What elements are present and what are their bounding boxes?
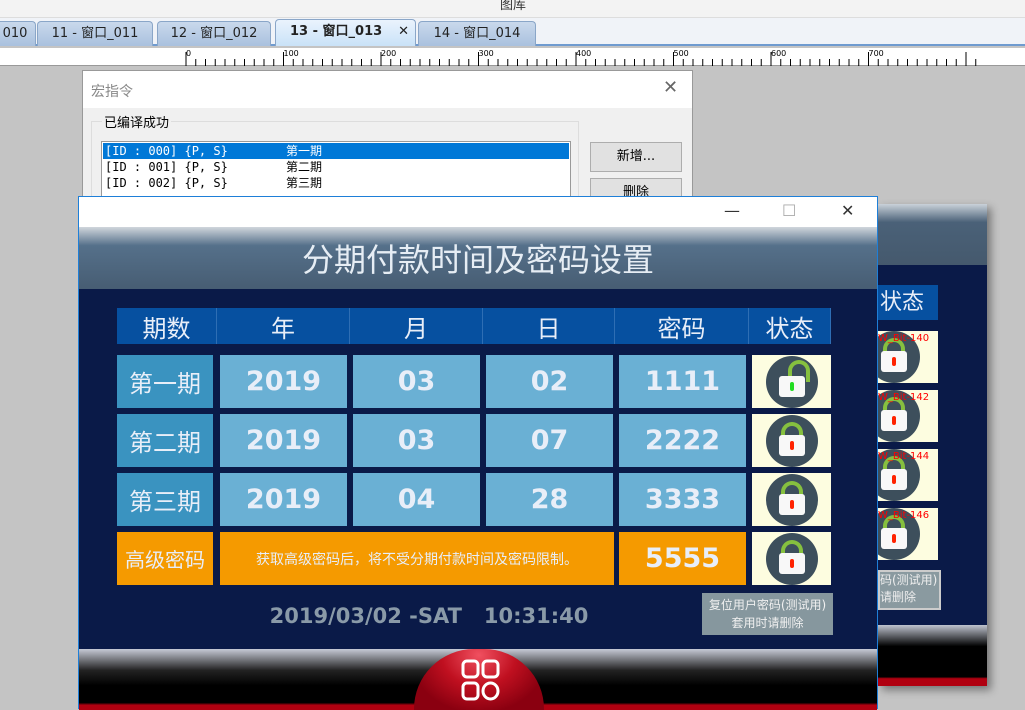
password-cell[interactable]: 3333 [619,473,746,526]
bit-label: W_Bit-144 [878,451,930,462]
reset-line: 套用时请删除 [731,616,804,630]
advanced-note: 获取高级密码后，将不受分期付款时间及密码限制。 [220,532,614,585]
macro-item[interactable]: [ID : 001] {P, S} 第二期 [103,159,569,175]
locked-icon [765,532,818,585]
column-header: 年 [217,308,350,344]
column-header: 月 [350,308,483,344]
macro-name: 第二期 [286,160,323,174]
macro-name: 第三期 [286,176,323,190]
period-label: 第二期 [117,414,213,467]
locked-icon [878,508,920,560]
macro-id: [ID : 000] {P, S} [105,144,228,158]
gallery-label: 图库 [500,0,527,13]
day-cell[interactable]: 07 [486,414,613,467]
status-cell[interactable] [752,414,831,467]
locked-icon [765,414,818,467]
reset-password-button[interactable]: 复位用户密码(测试用) 套用时请删除 [702,593,833,635]
window-title-bar: — ☐ ✕ [79,197,877,227]
day-cell[interactable]: 28 [486,473,613,526]
ruler-label: 600 [771,49,787,58]
column-header: 状态 [749,308,831,344]
tab-010[interactable]: 010 [0,21,36,46]
ruler-label: 300 [478,49,494,58]
back-status-cell[interactable]: W_Bit-146 [878,508,938,560]
password-cell[interactable]: 1111 [619,355,746,408]
add-button[interactable]: 新增... [590,142,682,172]
macro-title-bar [83,71,692,108]
close-tab-icon[interactable]: ✕ [398,24,409,39]
locked-icon [765,473,818,526]
close-icon[interactable]: ✕ [841,201,855,220]
macro-id: [ID : 002] {P, S} [105,176,228,190]
top-toolbar: 图库 [0,0,1025,18]
column-header: 密码 [615,308,749,344]
status-cell[interactable] [752,355,831,408]
back-status-cell[interactable]: W_Bit-140 [878,331,938,383]
year-cell[interactable]: 2019 [220,414,347,467]
month-cell[interactable]: 03 [353,355,480,408]
back-reset-button[interactable]: 码(测试用) 请删除 [878,570,941,610]
tab-012[interactable]: 12 - 窗口_012 [157,21,271,46]
period-label: 第一期 [117,355,213,408]
back-header [878,204,987,265]
macro-title: 宏指令 [91,84,133,100]
year-cell[interactable]: 2019 [220,473,347,526]
reset-line: 复位用户密码(测试用) [708,598,827,612]
ruler-label: 100 [283,49,299,58]
tab-011[interactable]: 11 - 窗口_011 [37,21,153,46]
ruler: 0 100 200 300 400 500 600 700 [0,48,1025,66]
password-cell[interactable]: 2222 [619,414,746,467]
locked-icon [878,390,920,442]
status-cell[interactable] [752,532,831,585]
macro-name: 第一期 [286,144,323,158]
ruler-label: 0 [186,49,192,58]
datetime-display: 2019/03/02 -SAT 10:31:40 [269,604,589,628]
close-icon[interactable]: ✕ [663,77,679,98]
bit-label: W_Bit-140 [878,333,930,344]
group-label: 已编译成功 [102,112,172,131]
month-cell[interactable]: 03 [353,414,480,467]
ruler-label: 400 [576,49,592,58]
back-status-header: 状态 [878,285,938,320]
menu-grid-icon[interactable] [461,659,501,701]
ruler-label: 500 [673,49,689,58]
column-header: 期数 [117,308,217,344]
bit-label: W_Bit-146 [878,510,930,521]
macro-item[interactable]: [ID : 002] {P, S} 第三期 [103,175,569,191]
reset-line: 码(测试用) [880,573,938,587]
locked-icon [878,449,920,501]
tab-013-label: 13 - 窗口_013 [290,24,383,39]
ruler-label: 200 [381,49,397,58]
macro-id: [ID : 001] {P, S} [105,160,228,174]
tab-bar: 010 11 - 窗口_011 12 - 窗口_012 13 - 窗口_013 ✕… [0,18,1025,46]
main-window: — ☐ ✕ 分期付款时间及密码设置 期数年月日密码 状态 第一期 2019 03 02 11… [78,196,878,710]
back-status-cell[interactable]: W_Bit-144 [878,449,938,501]
day-cell[interactable]: 02 [486,355,613,408]
minimize-icon[interactable]: — [724,201,740,220]
column-header: 日 [483,308,615,344]
unlocked-icon [765,355,818,408]
locked-icon [878,331,920,383]
background-window: 状态 W_Bit-140 W_Bit-142 W_Bit-144 W_Bit-146 … [878,204,987,686]
back-bottom-bar [878,625,987,686]
year-cell[interactable]: 2019 [220,355,347,408]
status-cell[interactable] [752,473,831,526]
month-cell[interactable]: 04 [353,473,480,526]
advanced-password-cell[interactable]: 5555 [619,532,746,585]
macro-item[interactable]: [ID : 000] {P, S} 第一期 [103,143,569,159]
tab-013[interactable]: 13 - 窗口_013 ✕ [275,19,416,46]
page-title: 分期付款时间及密码设置 [79,227,877,289]
reset-line: 请删除 [880,590,917,604]
ruler-label: 700 [868,49,884,58]
advanced-label: 高级密码 [117,532,213,585]
period-label: 第三期 [117,473,213,526]
maximize-icon[interactable]: ☐ [782,201,797,220]
back-status-cell[interactable]: W_Bit-142 [878,390,938,442]
ruler-ticks [185,52,977,66]
tab-014[interactable]: 14 - 窗口_014 [418,21,536,46]
macro-dialog: 宏指令 ✕ 已编译成功 [ID : 000] {P, S} 第一期 [ID : 0… [82,70,693,221]
bit-label: W_Bit-142 [878,392,930,403]
